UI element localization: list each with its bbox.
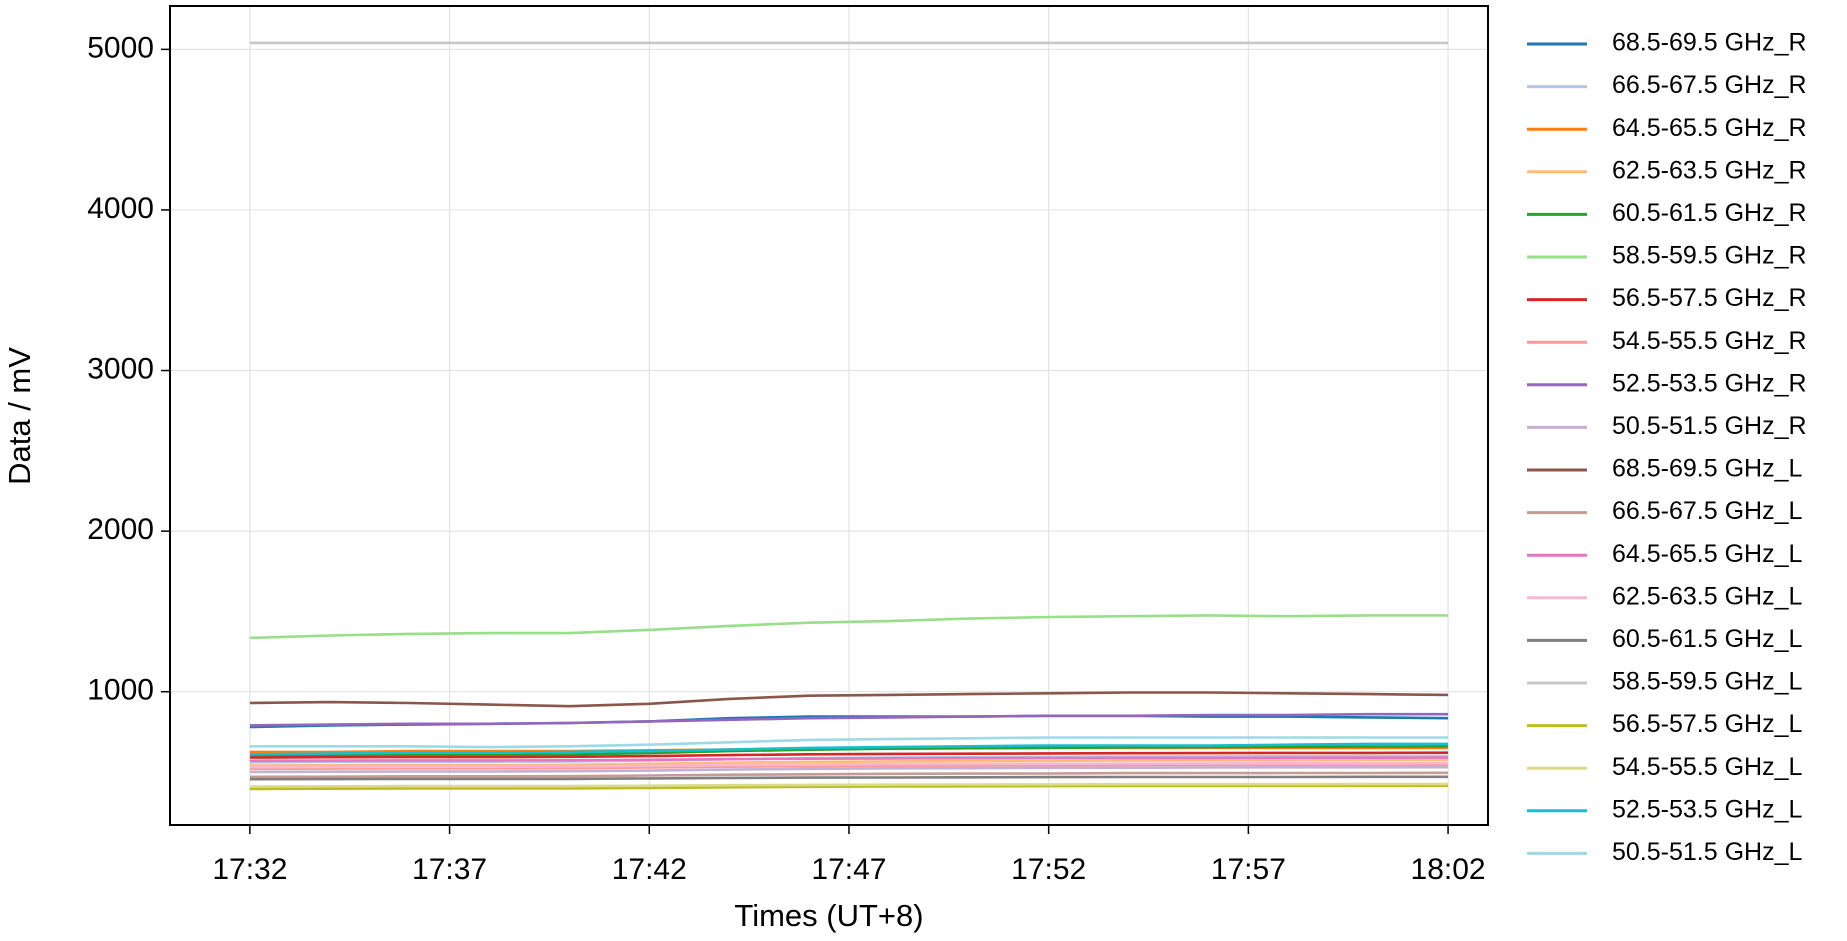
y-tick-label: 4000: [87, 192, 154, 225]
legend-label: 54.5-55.5 GHz_R: [1612, 327, 1807, 355]
series-line: [249, 761, 1449, 769]
legend-label: 52.5-53.5 GHz_R: [1612, 369, 1807, 397]
x-tick-label: 17:57: [1211, 853, 1286, 886]
series-line: [249, 756, 1449, 763]
x-tick-label: 17:42: [612, 853, 687, 886]
legend-label: 60.5-61.5 GHz_R: [1612, 199, 1807, 227]
legend-label: 50.5-51.5 GHz_L: [1612, 838, 1802, 866]
legend-label: 58.5-59.5 GHz_R: [1612, 242, 1807, 270]
y-tick-label: 1000: [87, 674, 154, 707]
series-line: [249, 782, 1449, 788]
x-tick-label: 17:32: [212, 853, 287, 886]
series-line: [249, 758, 1449, 767]
legend-label: 68.5-69.5 GHz_R: [1612, 29, 1807, 57]
y-tick-label: 5000: [87, 31, 154, 64]
y-axis-label: Data / mV: [2, 347, 37, 485]
x-tick-label: 17:37: [412, 853, 487, 886]
legend-label: 64.5-65.5 GHz_L: [1612, 540, 1802, 568]
legend-label: 52.5-53.5 GHz_L: [1612, 795, 1802, 823]
series-line: [249, 763, 1449, 771]
legend-label: 56.5-57.5 GHz_R: [1612, 284, 1807, 312]
legend-label: 60.5-61.5 GHz_L: [1612, 625, 1802, 653]
legend-label: 56.5-57.5 GHz_L: [1612, 710, 1802, 738]
legend-label: 54.5-55.5 GHz_L: [1612, 753, 1802, 781]
y-tick-label: 3000: [87, 352, 154, 385]
x-tick-label: 18:02: [1411, 853, 1486, 886]
series-line: [249, 736, 1449, 749]
legend-label: 62.5-63.5 GHz_L: [1612, 582, 1802, 610]
series-line: [249, 614, 1449, 640]
y-tick-label: 2000: [87, 513, 154, 546]
legend-label: 58.5-59.5 GHz_L: [1612, 668, 1802, 696]
series-line: [249, 784, 1449, 791]
plot-frame: [169, 5, 1489, 826]
legend-label: 64.5-65.5 GHz_R: [1612, 114, 1807, 142]
series-line: [249, 691, 1449, 708]
series-line: [249, 751, 1449, 759]
series-line: [249, 775, 1449, 781]
x-tick-label: 17:52: [1011, 853, 1086, 886]
x-axis-label: Times (UT+8): [734, 898, 923, 933]
x-tick-label: 17:47: [811, 853, 886, 886]
legend-label: 62.5-63.5 GHz_R: [1612, 156, 1807, 184]
legend-label: 68.5-69.5 GHz_L: [1612, 455, 1802, 483]
series-line: [249, 771, 1449, 779]
series-line: [249, 765, 1449, 774]
series-line: [249, 742, 1449, 756]
legend-label: 66.5-67.5 GHz_R: [1612, 71, 1807, 99]
series-line: [249, 745, 1449, 758]
series-line: [249, 712, 1449, 727]
legend-label: 66.5-67.5 GHz_L: [1612, 497, 1802, 525]
legend-label: 50.5-51.5 GHz_R: [1612, 412, 1807, 440]
